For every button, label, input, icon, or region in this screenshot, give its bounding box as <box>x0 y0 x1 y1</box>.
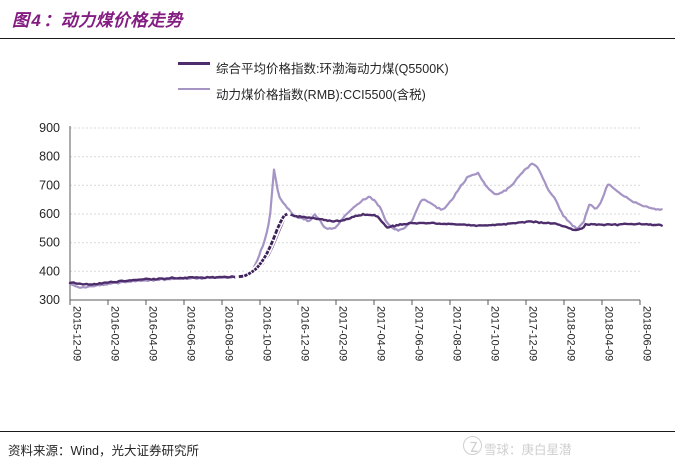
svg-text:2017-04-09: 2017-04-09 <box>375 306 387 361</box>
svg-text:2017-02-09: 2017-02-09 <box>337 306 349 361</box>
svg-text:600: 600 <box>39 207 60 221</box>
svg-text:500: 500 <box>39 236 60 250</box>
svg-text:2018-06-09: 2018-06-09 <box>641 306 653 361</box>
svg-text:300: 300 <box>39 293 60 307</box>
svg-text:2015-12-09: 2015-12-09 <box>71 306 83 361</box>
svg-text:2016-06-09: 2016-06-09 <box>185 306 197 361</box>
svg-text:2016-04-09: 2016-04-09 <box>147 306 159 361</box>
svg-text:800: 800 <box>39 150 60 164</box>
svg-text:2016-02-09: 2016-02-09 <box>109 306 121 361</box>
svg-text:2016-10-09: 2016-10-09 <box>261 306 273 361</box>
svg-text:2017-10-09: 2017-10-09 <box>489 306 501 361</box>
svg-text:2016-08-09: 2016-08-09 <box>223 306 235 361</box>
svg-text:2017-06-09: 2017-06-09 <box>413 306 425 361</box>
svg-text:2018-04-09: 2018-04-09 <box>603 306 615 361</box>
svg-text:2017-12-09: 2017-12-09 <box>527 306 539 361</box>
svg-text:400: 400 <box>39 264 60 278</box>
svg-text:900: 900 <box>39 121 60 135</box>
svg-text:2016-12-09: 2016-12-09 <box>299 306 311 361</box>
svg-text:2018-02-09: 2018-02-09 <box>565 306 577 361</box>
svg-text:700: 700 <box>39 178 60 192</box>
svg-text:2017-08-09: 2017-08-09 <box>451 306 463 361</box>
